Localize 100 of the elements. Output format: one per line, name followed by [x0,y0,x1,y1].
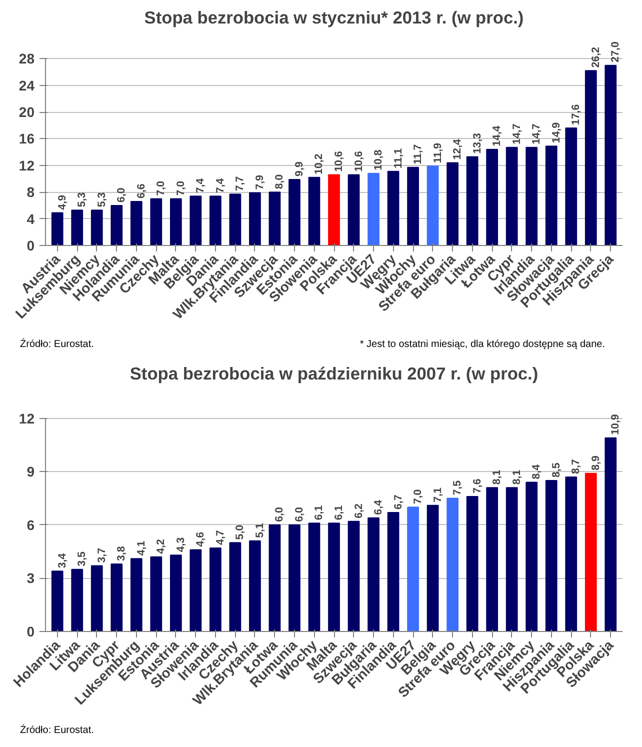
chart-title: Stopa bezrobocia w październiku 2007 r. (w proc.) [130,364,538,384]
data-label: 12,4 [452,138,464,160]
bar [426,504,439,632]
bar [308,176,320,246]
data-label: 3,5 [76,551,88,566]
y-tick-label: 0 [26,238,35,254]
data-label: 8,7 [570,459,582,474]
data-label: 6,2 [352,503,365,518]
data-label: 6,0 [293,507,306,522]
bar [210,196,222,246]
bar [506,146,518,246]
bar [249,192,261,246]
bar [446,498,458,632]
data-label: 6,1 [313,505,326,520]
data-label: 17,6 [570,104,582,126]
data-label: 7,0 [412,489,424,504]
text: Źródło: Eurostat. [20,724,94,738]
data-label: 8,9 [590,456,602,470]
y-tick-label: 28 [18,50,35,67]
data-label: 8,5 [550,462,562,478]
data-label: 10,2 [313,154,326,174]
bar [288,524,300,632]
data-label: 8,4 [530,464,543,480]
data-label: 4,9 [56,194,68,210]
bar [545,480,558,632]
data-label: 4,2 [155,539,168,554]
bar [51,570,64,632]
data-label: 14,4 [491,126,504,146]
bar [387,512,400,632]
data-label: 9,9 [293,162,306,176]
data-label: 4,6 [194,532,207,547]
y-tick-label: 12 [18,157,35,174]
data-label: 7,0 [174,180,187,196]
bar [526,482,538,632]
bar [526,146,538,246]
y-tick-label: 12 [18,410,35,426]
bar [71,568,84,632]
bar [348,520,360,632]
bar [90,210,103,246]
data-label: 6,0 [274,507,286,522]
bar [308,522,320,632]
bar [170,554,182,632]
data-label: 8,1 [510,470,523,485]
y-tick-label: 4 [26,210,35,227]
bar [268,192,281,246]
data-label: 4,7 [214,530,226,546]
data-label: 26,2 [590,46,602,68]
y-tick-label: 24 [18,77,35,94]
data-label: 6,4 [372,500,385,515]
bar [170,198,182,246]
bar [584,472,597,632]
bar [229,542,242,632]
data-label: 8,1 [491,470,504,485]
data-label: 10,8 [372,150,385,170]
bar [565,476,578,632]
data-label: 6,1 [333,505,345,520]
data-label: 6,6 [135,184,148,198]
bar [486,487,498,632]
data-label: 4,3 [174,537,187,552]
y-tick-label: 8 [26,184,35,200]
data-label: 10,6 [352,150,365,172]
data-label: 10,9 [610,414,622,435]
data-label: 11,9 [432,142,444,164]
data-label: 8,0 [274,174,286,190]
bar [328,522,340,632]
bar [328,174,340,246]
bar [466,156,478,246]
bar [210,548,222,632]
data-label: 7,4 [194,178,207,194]
bar [565,128,578,246]
data-label: 5,3 [96,192,108,208]
bar [130,200,142,246]
bar [604,437,617,632]
bar [150,556,162,632]
data-label: 13,3 [471,132,484,154]
bar [545,146,558,246]
bar [407,506,419,632]
bar [268,524,281,632]
bar [249,540,261,632]
data-label: 3,4 [56,553,68,568]
data-label: 11,1 [392,148,404,168]
bar [486,148,498,246]
y-tick-label: 0 [26,624,35,640]
data-label: 10,6 [333,150,345,172]
bar [466,496,478,632]
data-label: 5,0 [234,524,246,540]
data-label: 7,7 [234,176,246,192]
data-label: 5,1 [254,523,266,538]
bar [368,172,380,246]
text: Źródło: Eurostat. [20,338,94,352]
y-tick-label: 3 [26,570,35,586]
bar [506,487,518,632]
bar [130,558,142,632]
bar [407,166,419,246]
bar [90,565,103,632]
data-label: 6,7 [392,494,404,510]
bar [229,194,242,246]
data-label: 5,3 [76,192,88,208]
y-tick-label: 6 [26,516,35,533]
data-label: 4,1 [135,540,148,556]
